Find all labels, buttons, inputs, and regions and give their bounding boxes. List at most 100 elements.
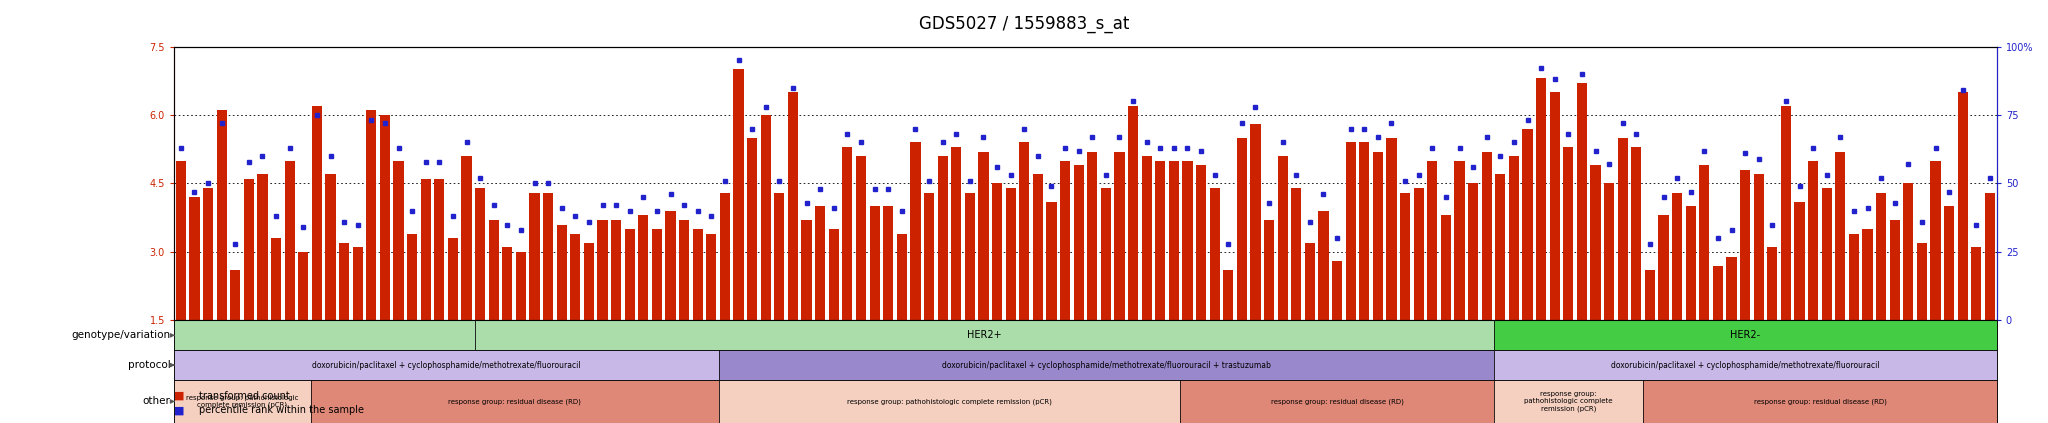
Bar [610, 220, 621, 321]
Bar [1876, 192, 1886, 321]
Bar [1401, 192, 1411, 321]
Bar [1047, 202, 1057, 321]
Bar [1985, 192, 1995, 321]
Bar [1849, 234, 1860, 321]
Bar [1726, 257, 1737, 321]
Bar [1700, 165, 1710, 321]
Text: response group:
pathohistologic complete
remission (pCR): response group: pathohistologic complete… [1524, 391, 1612, 412]
Bar [393, 161, 403, 321]
Bar [174, 380, 311, 423]
Bar [408, 234, 418, 321]
Text: transformed count: transformed count [199, 391, 289, 401]
Bar [1386, 138, 1397, 321]
Bar [1087, 151, 1098, 321]
Bar [1632, 147, 1640, 321]
Bar [1522, 129, 1532, 321]
Text: response group: pathohistologic
complete remission (pCR): response group: pathohistologic complete… [186, 395, 299, 408]
Bar [1821, 188, 1831, 321]
Bar [1712, 266, 1722, 321]
Bar [1210, 188, 1221, 321]
Bar [174, 350, 719, 380]
Bar [842, 147, 852, 321]
Bar [1006, 188, 1016, 321]
Bar [1128, 106, 1139, 321]
Bar [760, 115, 770, 321]
Bar [788, 92, 799, 321]
Bar [1442, 215, 1450, 321]
Bar [991, 184, 1001, 321]
Text: response group: pathohistologic complete remission (pCR): response group: pathohistologic complete… [848, 398, 1053, 405]
Bar [516, 252, 526, 321]
Text: response group: residual disease (RD): response group: residual disease (RD) [1270, 398, 1403, 405]
Bar [1427, 161, 1438, 321]
Bar [909, 143, 920, 321]
Text: ■: ■ [174, 405, 184, 415]
Bar [950, 147, 961, 321]
Bar [1767, 247, 1778, 321]
Bar [1223, 270, 1233, 321]
Bar [1061, 161, 1071, 321]
Bar [176, 161, 186, 321]
Text: response group: residual disease (RD): response group: residual disease (RD) [1753, 398, 1886, 405]
Bar [829, 229, 840, 321]
Bar [461, 156, 471, 321]
Bar [897, 234, 907, 321]
Bar [707, 234, 717, 321]
Bar [1360, 143, 1370, 321]
Bar [1944, 206, 1954, 321]
Bar [188, 197, 199, 321]
Bar [1493, 321, 1997, 350]
Bar [938, 156, 948, 321]
Bar [557, 225, 567, 321]
Bar [1903, 184, 1913, 321]
Bar [1264, 220, 1274, 321]
Bar [856, 156, 866, 321]
Bar [692, 229, 702, 321]
Bar [489, 220, 500, 321]
Bar [340, 243, 350, 321]
Bar [924, 192, 934, 321]
Bar [719, 380, 1180, 423]
Bar [569, 234, 580, 321]
Text: doxorubicin/paclitaxel + cyclophosphamide/methotrexate/fluorouracil + trastuzuma: doxorubicin/paclitaxel + cyclophosphamid… [942, 360, 1272, 370]
Bar [1169, 161, 1180, 321]
Bar [244, 179, 254, 321]
Bar [530, 192, 539, 321]
Text: GDS5027 / 1559883_s_at: GDS5027 / 1559883_s_at [920, 15, 1128, 33]
Bar [1331, 261, 1341, 321]
Bar [1493, 350, 1997, 380]
Bar [1454, 161, 1464, 321]
Bar [1642, 380, 1997, 423]
Bar [1141, 156, 1151, 321]
Bar [666, 211, 676, 321]
Text: doxorubicin/paclitaxel + cyclophosphamide/methotrexate/fluorouracil: doxorubicin/paclitaxel + cyclophosphamid… [1612, 360, 1880, 370]
Bar [1468, 184, 1479, 321]
Bar [270, 238, 281, 321]
Bar [965, 192, 975, 321]
Bar [1237, 138, 1247, 321]
Text: response group: residual disease (RD): response group: residual disease (RD) [449, 398, 582, 405]
Bar [217, 110, 227, 321]
Bar [1481, 151, 1491, 321]
Bar [299, 252, 309, 321]
Bar [870, 206, 881, 321]
Bar [883, 206, 893, 321]
Bar [1591, 165, 1602, 321]
Bar [1536, 79, 1546, 321]
Bar [733, 69, 743, 321]
Bar [1917, 243, 1927, 321]
Text: percentile rank within the sample: percentile rank within the sample [199, 405, 365, 415]
Bar [475, 321, 1493, 350]
Bar [434, 179, 444, 321]
Text: genotype/variation: genotype/variation [72, 330, 170, 341]
Bar [680, 220, 690, 321]
Bar [285, 161, 295, 321]
Bar [229, 270, 240, 321]
Bar [1180, 380, 1493, 423]
Bar [1155, 161, 1165, 321]
Bar [584, 243, 594, 321]
Bar [801, 220, 811, 321]
Bar [1550, 92, 1561, 321]
Bar [1020, 143, 1030, 321]
Bar [1182, 161, 1192, 321]
